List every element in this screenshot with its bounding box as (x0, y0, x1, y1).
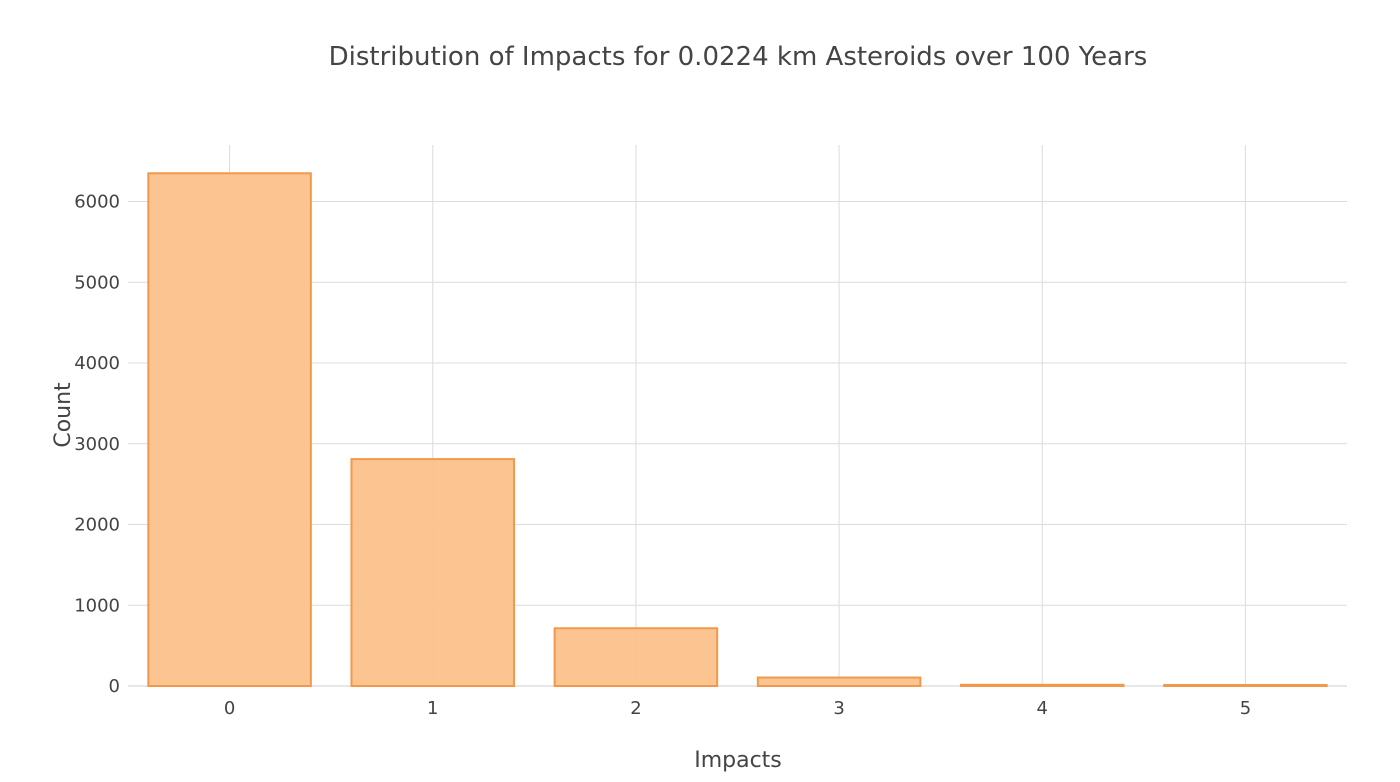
x-tick-label: 2 (630, 698, 641, 719)
y-tick-label: 5000 (74, 272, 120, 293)
bar-5 (1163, 684, 1328, 687)
bar-1 (350, 458, 516, 688)
x-tick-label: 5 (1240, 698, 1251, 719)
y-tick-label: 0 (109, 676, 120, 697)
y-tick-label: 4000 (74, 353, 120, 374)
y-tick-label: 1000 (74, 595, 120, 616)
x-tick-label: 3 (833, 698, 844, 719)
bar-0 (147, 172, 312, 688)
x-tick-label: 4 (1037, 698, 1048, 719)
bar-4 (959, 683, 1125, 688)
x-axis-title: Impacts (694, 748, 782, 773)
bar-3 (756, 676, 922, 688)
bar-2 (553, 627, 719, 687)
x-tick-label: 1 (427, 698, 438, 719)
y-tick-labels: 0 1000 2000 3000 4000 5000 6000 (74, 192, 120, 697)
bar-layer (147, 172, 1328, 688)
y-axis-title: Count (51, 382, 76, 448)
chart-title: Distribution of Impacts for 0.0224 km As… (329, 42, 1148, 72)
y-tick-label: 3000 (74, 434, 120, 455)
y-tick-label: 2000 (74, 515, 120, 536)
x-tick-labels: 0 1 2 3 4 5 (224, 698, 1251, 719)
y-tick-label: 6000 (74, 192, 120, 213)
x-tick-label: 0 (224, 698, 235, 719)
grid-layer (128, 145, 1347, 687)
